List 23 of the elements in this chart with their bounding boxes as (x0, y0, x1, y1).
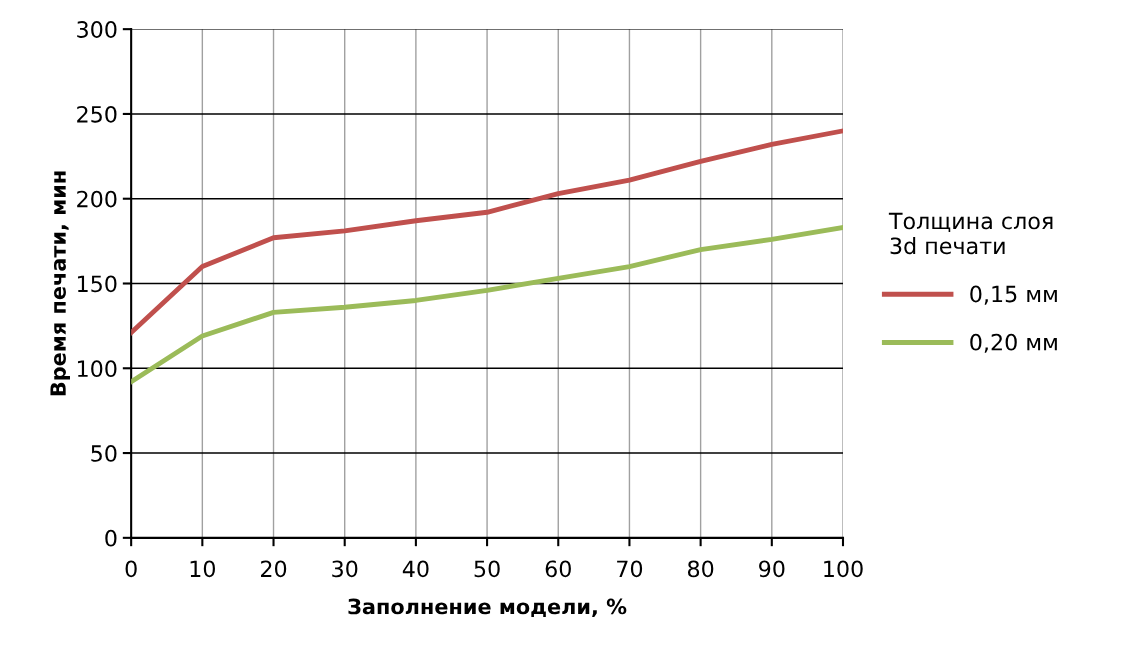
x-tick-label: 50 (474, 560, 500, 578)
y-tick-label: 250 (77, 105, 117, 123)
x-tick-label: 80 (687, 560, 714, 578)
y-axis-title: Время печати, мин (50, 171, 70, 396)
x-tick-label: 40 (402, 560, 429, 578)
x-tick-label: 100 (824, 560, 863, 578)
y-tick-label: 100 (77, 360, 117, 378)
legend-title: Толщина слоя 3d печати (888, 212, 1053, 255)
x-tick-label: 20 (261, 560, 287, 578)
y-tick-label: 0 (105, 529, 117, 547)
x-tick-label: 10 (190, 560, 215, 578)
x-tick-label: 90 (759, 560, 785, 578)
legend-label: 0,15 мм (970, 285, 1057, 305)
x-tick-label: 60 (545, 560, 571, 578)
x-axis-title: Заполнение модели, % (348, 598, 627, 618)
y-tick-label: 150 (77, 275, 117, 293)
x-tick-label: 30 (332, 560, 358, 578)
y-tick-label: 300 (77, 21, 117, 38)
x-tick-label: 0 (125, 560, 137, 578)
legend-label: 0,20 мм (970, 333, 1057, 353)
y-tick-label: 200 (77, 190, 117, 208)
y-tick-label: 50 (91, 445, 117, 462)
x-tick-label: 70 (617, 560, 643, 578)
